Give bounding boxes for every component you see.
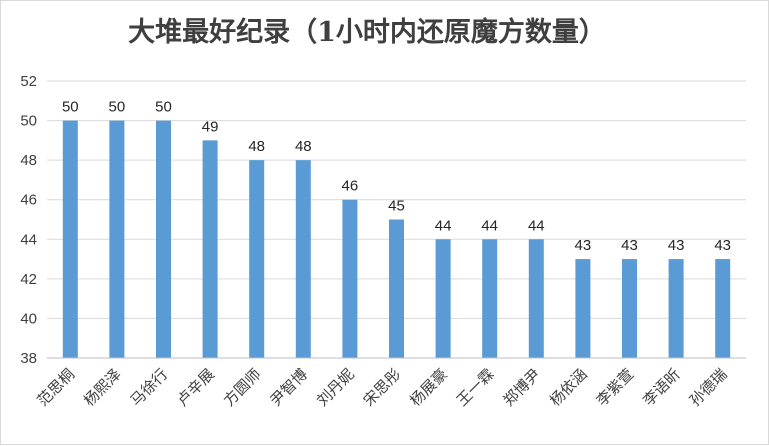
data-label: 44	[435, 217, 452, 234]
bar	[482, 239, 498, 358]
bar	[575, 259, 591, 358]
x-tick-label: 卢辛展	[173, 365, 218, 410]
x-tick-label: 郑博尹	[500, 365, 545, 410]
data-label: 48	[248, 138, 265, 155]
x-axis-labels: 范思桐 杨熙泽 马徐行 卢辛展 方圆师 尹智博 刘丹妮 宋思彤 杨展豪 王一霖 郑博尹 杨依涵 李紫萱李…	[34, 365, 731, 410]
x-tick-label: 马徐行	[127, 365, 172, 410]
bar	[389, 219, 404, 358]
y-tick-label: 46	[20, 192, 37, 209]
x-tick-label: 李语昕	[639, 365, 684, 410]
y-tick-label: 52	[20, 73, 37, 90]
bar	[249, 160, 265, 358]
bar	[342, 199, 358, 358]
x-tick-label: 李紫萱	[593, 365, 638, 410]
data-label: 44	[528, 217, 545, 234]
y-tick-label: 50	[20, 113, 37, 130]
x-tick-label: 范思桐	[34, 365, 79, 410]
x-tick-label: 尹智博	[267, 365, 312, 410]
bar	[715, 259, 731, 358]
bar	[202, 140, 218, 358]
data-label: 45	[388, 198, 405, 215]
data-label: 50	[155, 99, 172, 116]
data-label: 49	[202, 118, 219, 135]
y-tick-label: 44	[20, 231, 37, 248]
data-label: 43	[575, 237, 592, 254]
x-tick-label: 王一霖	[453, 365, 498, 410]
x-tick-label: 宋思彤	[360, 365, 405, 410]
bar	[62, 120, 78, 358]
bars	[62, 120, 731, 358]
y-tick-label: 42	[20, 271, 37, 288]
data-label: 43	[621, 237, 638, 254]
bar	[668, 259, 684, 358]
y-axis-ticks: 38 40 42 44 46 48 50 52	[20, 73, 37, 367]
x-tick-label: 杨依涵	[546, 365, 591, 410]
data-label: 50	[62, 99, 79, 116]
y-tick-label: 48	[20, 152, 37, 169]
bar	[156, 120, 171, 358]
data-labels: 50 50 50 49 48 48 46 45 44 44 44 43 43 43 43	[62, 99, 731, 255]
bar	[295, 160, 311, 358]
bar	[435, 239, 451, 358]
y-tick-label: 38	[20, 350, 37, 367]
data-label: 46	[342, 178, 359, 195]
x-tick-label: 孙德瑞	[686, 365, 731, 410]
data-label: 44	[481, 217, 498, 234]
chart-title: 大堆最好纪录（1小时内还原魔方数量）	[128, 16, 606, 48]
x-tick-label: 方圆师	[220, 365, 265, 410]
x-tick-label: 杨熙泽	[80, 365, 125, 410]
data-label: 43	[714, 237, 731, 254]
bar	[622, 259, 637, 358]
bar	[109, 120, 125, 358]
y-tick-label: 40	[20, 310, 37, 327]
data-label: 48	[295, 138, 312, 155]
x-tick-label: 刘丹妮	[313, 365, 358, 410]
bar	[528, 239, 544, 358]
data-label: 43	[668, 237, 685, 254]
x-tick-label: 杨展豪	[406, 365, 451, 410]
data-label: 50	[109, 99, 126, 116]
